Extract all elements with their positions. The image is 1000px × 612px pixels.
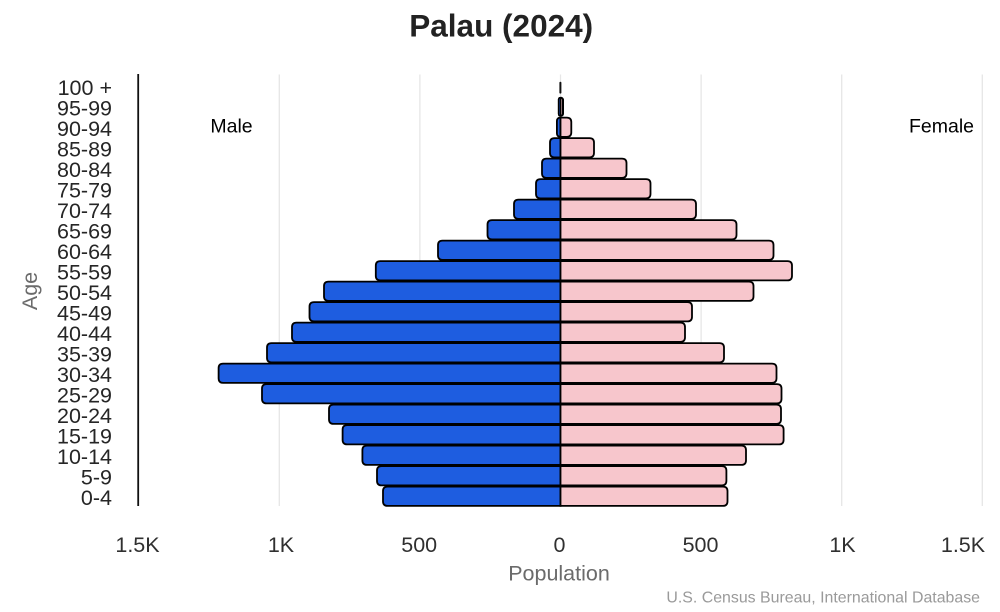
svg-text:55-59: 55-59 [57,261,112,285]
svg-text:500: 500 [683,533,719,557]
svg-text:25-29: 25-29 [57,384,112,408]
svg-text:15-19: 15-19 [57,425,112,449]
svg-text:5-9: 5-9 [81,466,112,490]
svg-text:500: 500 [401,533,437,557]
svg-text:U.S. Census Bureau, Internatio: U.S. Census Bureau, International Databa… [666,590,980,607]
svg-text:0: 0 [554,533,566,557]
svg-text:85-89: 85-89 [57,138,112,162]
svg-text:Palau (2024): Palau (2024) [409,8,593,44]
svg-text:Male: Male [210,116,252,138]
svg-text:Female: Female [909,116,974,138]
svg-text:90-94: 90-94 [57,117,112,141]
svg-text:40-44: 40-44 [57,322,112,346]
svg-text:Population: Population [508,562,610,586]
svg-text:50-54: 50-54 [57,281,112,305]
svg-text:Age: Age [18,272,42,310]
svg-text:95-99: 95-99 [57,97,112,121]
svg-text:1.5K: 1.5K [115,533,160,557]
svg-text:35-39: 35-39 [57,343,112,367]
svg-text:1K: 1K [829,533,856,557]
svg-text:65-69: 65-69 [57,220,112,244]
svg-text:10-14: 10-14 [57,445,112,469]
svg-text:1K: 1K [268,533,295,557]
svg-text:1.5K: 1.5K [941,533,986,557]
svg-text:80-84: 80-84 [57,158,112,182]
svg-text:75-79: 75-79 [57,179,112,203]
svg-text:20-24: 20-24 [57,404,112,428]
svg-text:45-49: 45-49 [57,302,112,326]
svg-text:30-34: 30-34 [57,363,112,387]
svg-text:60-64: 60-64 [57,240,112,264]
svg-text:100 +: 100 + [58,76,112,100]
svg-text:70-74: 70-74 [57,199,112,223]
svg-text:0-4: 0-4 [81,486,112,510]
